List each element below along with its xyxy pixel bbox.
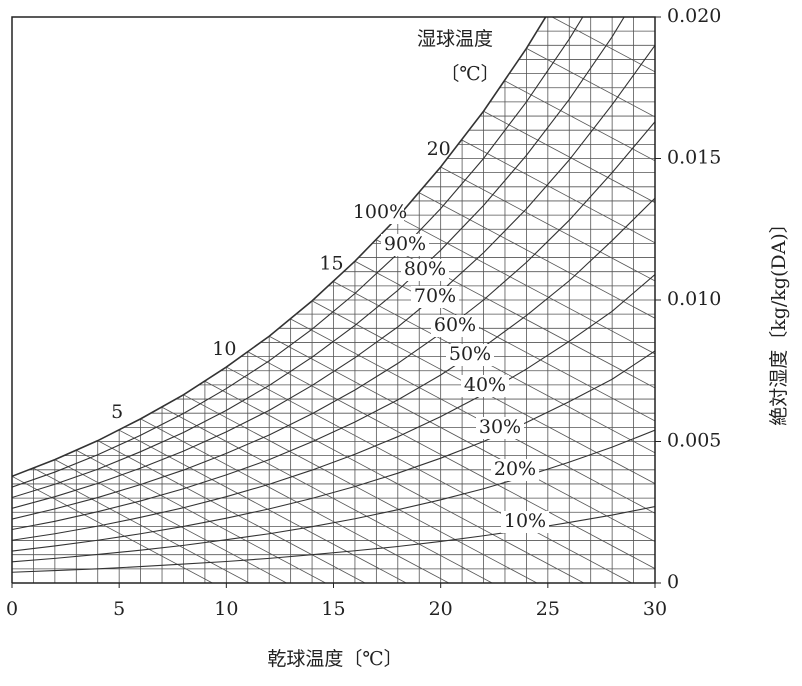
y-axis-label: 絶対湿度〔kg/kg(DA)〕 bbox=[768, 214, 790, 426]
rh-curve bbox=[12, 350, 655, 552]
wet-bulb-unit: 〔℃〕 bbox=[440, 63, 499, 85]
wet-bulb-line bbox=[140, 418, 449, 583]
rh-label: 50% bbox=[449, 343, 491, 365]
label-bg bbox=[461, 375, 509, 397]
x-tick-label: 5 bbox=[113, 598, 125, 620]
y-tick-label: 0.010 bbox=[667, 288, 721, 310]
rh-curve bbox=[12, 429, 655, 563]
rh-label: 10% bbox=[504, 510, 546, 532]
x-tick-label: 15 bbox=[321, 598, 345, 620]
wet-bulb-line bbox=[54, 459, 287, 583]
wet-bulb-line bbox=[461, 139, 655, 244]
rh-label: 30% bbox=[479, 416, 521, 438]
rh-label: 100% bbox=[353, 201, 407, 223]
wet-bulb-title: 湿球温度 bbox=[417, 28, 493, 50]
x-tick-label: 20 bbox=[429, 598, 453, 620]
wet-bulb-line bbox=[247, 351, 655, 570]
x-tick-label: 25 bbox=[536, 598, 560, 620]
rh-curve bbox=[12, 17, 584, 488]
wet-bulb-label: 20 bbox=[427, 138, 451, 160]
wet-bulb-line bbox=[311, 300, 655, 485]
rh-curve bbox=[12, 197, 655, 531]
wet-bulb-line bbox=[376, 239, 655, 389]
wet-bulb-line bbox=[483, 110, 655, 204]
wet-bulb-line bbox=[33, 467, 250, 583]
rh-curve bbox=[12, 274, 655, 541]
wet-bulb-line bbox=[76, 449, 326, 583]
wet-bulb-line bbox=[354, 260, 655, 422]
rh-curve bbox=[12, 17, 547, 478]
rh-label: 60% bbox=[434, 314, 476, 336]
wet-bulb-line bbox=[290, 318, 655, 514]
wet-bulb-line bbox=[440, 166, 655, 282]
label-bg bbox=[431, 315, 479, 337]
x-tick-label: 0 bbox=[6, 598, 18, 620]
y-tick-label: 0.015 bbox=[667, 147, 721, 169]
wet-bulb-label: 10 bbox=[212, 338, 236, 360]
x-tick-label: 10 bbox=[214, 598, 238, 620]
wet-bulb-line bbox=[419, 192, 655, 319]
label-bg bbox=[401, 259, 449, 281]
y-tick-label: 0.005 bbox=[667, 430, 721, 452]
wet-bulb-line bbox=[97, 440, 366, 583]
wet-bulb-label: 15 bbox=[319, 253, 343, 275]
wet-bulb-label: 5 bbox=[111, 401, 123, 423]
rh-label: 90% bbox=[384, 233, 426, 255]
rh-curve bbox=[12, 44, 655, 509]
label-bg bbox=[491, 459, 539, 481]
label-bg bbox=[446, 344, 494, 366]
rh-label: 40% bbox=[464, 374, 506, 396]
label-bg bbox=[501, 511, 549, 533]
wet-bulb-line bbox=[12, 475, 213, 583]
rh-label: 20% bbox=[494, 458, 536, 480]
wet-bulb-line bbox=[397, 216, 655, 355]
x-axis-label: 乾球温度〔℃〕 bbox=[267, 648, 402, 670]
rh-label: 70% bbox=[414, 285, 456, 307]
label-bg bbox=[381, 234, 429, 256]
wet-bulb-line bbox=[204, 380, 585, 583]
wet-bulb-line bbox=[161, 406, 493, 583]
label-bg bbox=[411, 286, 459, 308]
wet-bulb-line bbox=[526, 48, 655, 118]
wet-bulb-line bbox=[333, 281, 655, 454]
rh-curve bbox=[12, 17, 625, 499]
x-tick-label: 30 bbox=[643, 598, 667, 620]
wet-bulb-line bbox=[226, 366, 633, 583]
y-tick-label: 0 bbox=[667, 571, 679, 593]
label-bg bbox=[476, 417, 524, 439]
label-bg bbox=[356, 202, 404, 224]
rh-curve bbox=[12, 121, 655, 520]
wet-bulb-line bbox=[118, 429, 407, 583]
y-tick-label: 0.020 bbox=[667, 5, 721, 27]
rh-label: 80% bbox=[404, 258, 446, 280]
wet-bulb-line bbox=[183, 394, 538, 583]
